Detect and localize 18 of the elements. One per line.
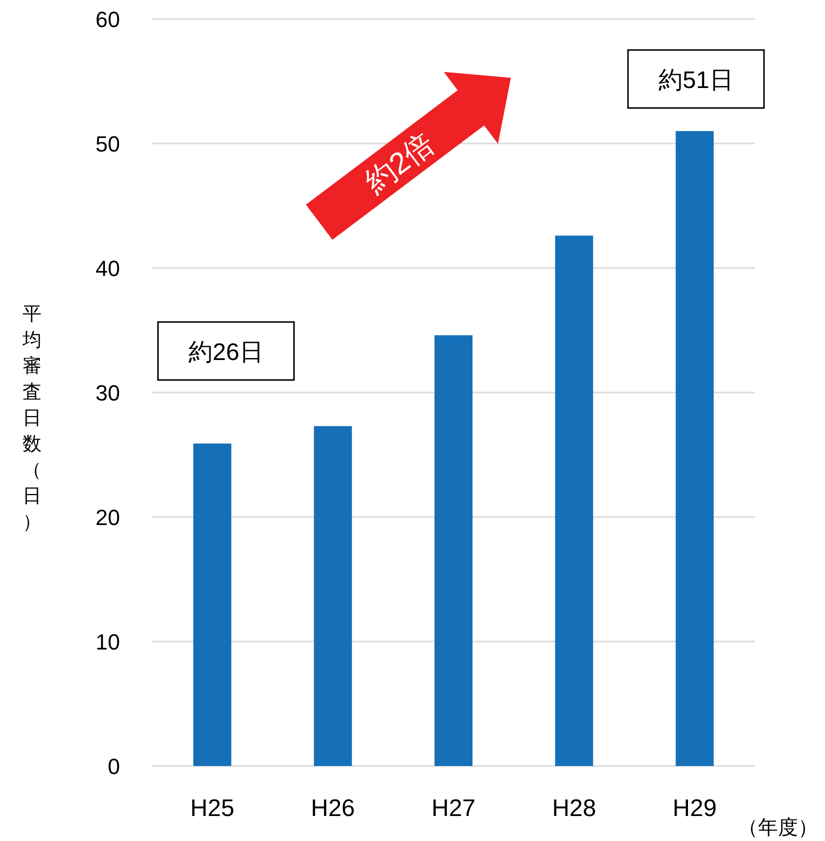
x-axis-title: （年度）	[738, 817, 818, 839]
text: 平均審査日数（日）	[22, 304, 42, 533]
y-tick-label: 30	[96, 380, 120, 406]
x-tick-label: H28	[552, 795, 596, 822]
annotation: 約51日	[658, 67, 734, 94]
annotation: 約2倍	[359, 126, 440, 200]
x-tick-label: H27	[431, 795, 476, 822]
y-tick-label: 40	[96, 256, 120, 281]
x-tick-label: H29	[672, 795, 717, 822]
y-tick-label: 50	[96, 132, 120, 156]
annotation: 約26日	[188, 339, 264, 366]
y-tick-label: 60	[96, 7, 120, 32]
y-tick-label: 20	[96, 505, 120, 530]
x-tick-label: H25	[190, 795, 234, 822]
y-tick-label: 0	[108, 754, 120, 779]
picture-arrow: 約2倍	[306, 72, 511, 240]
y-tick-label: 10	[96, 630, 120, 654]
x-tick-label: H26	[310, 795, 355, 822]
